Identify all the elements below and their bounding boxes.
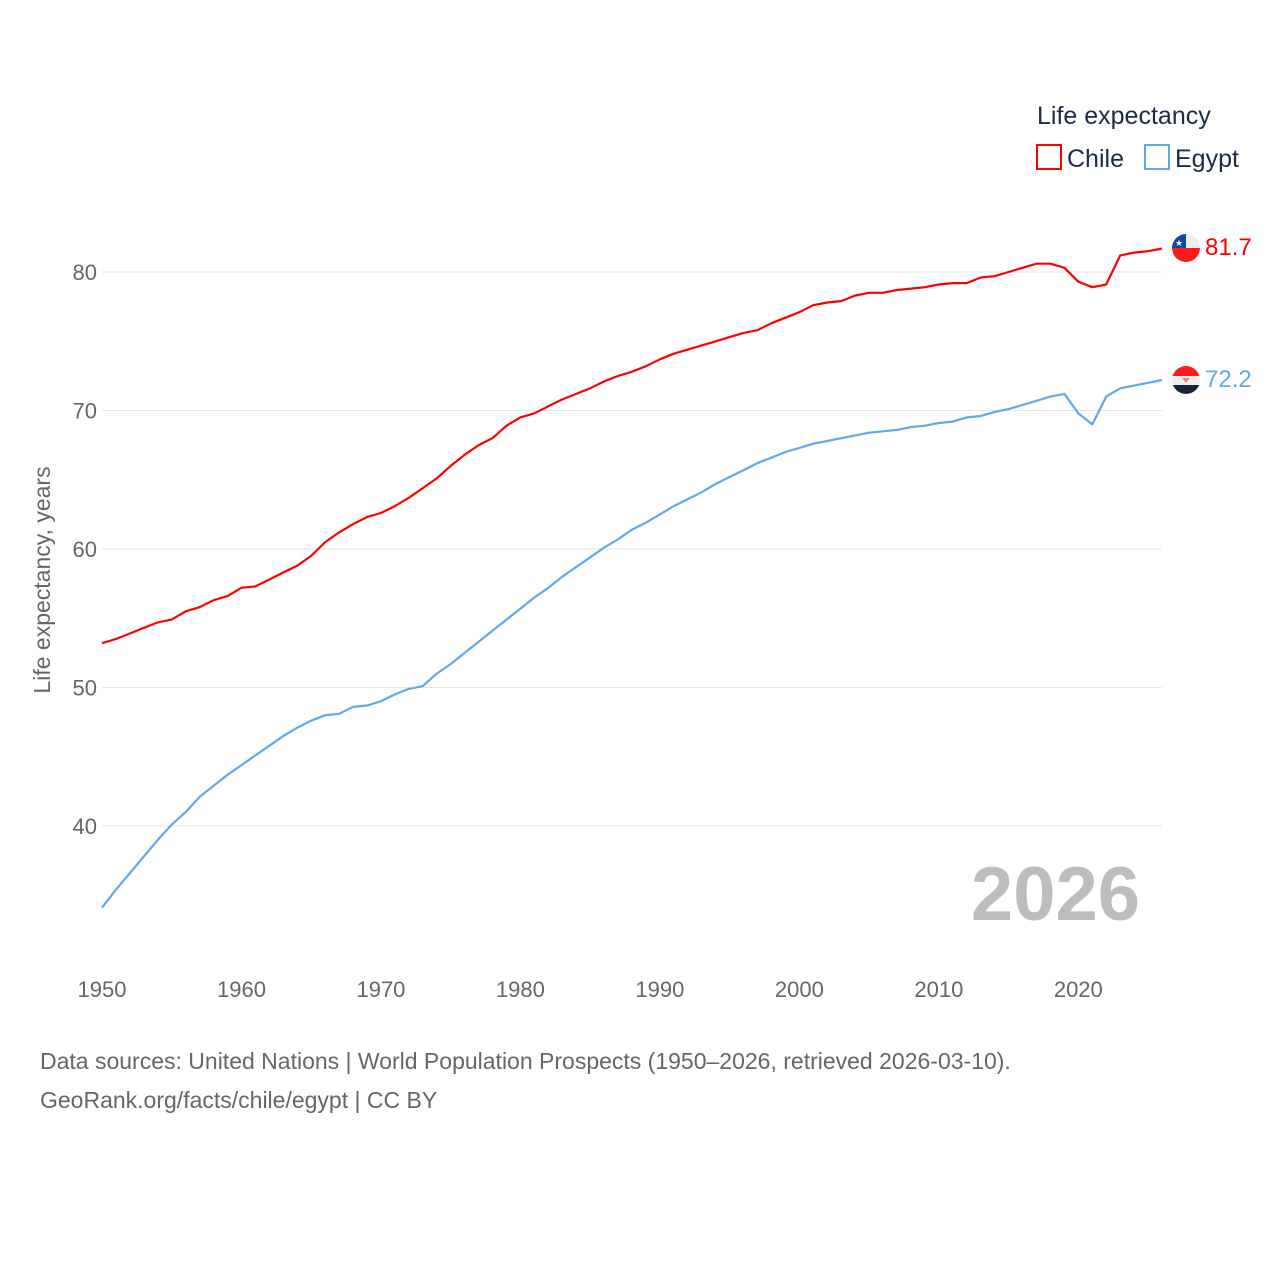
y-tick-60: 60 xyxy=(73,537,97,562)
x-tick-1970: 1970 xyxy=(356,977,405,1002)
y-axis-ticks: 40 50 60 70 80 xyxy=(73,260,97,839)
x-tick-1980: 1980 xyxy=(496,977,545,1002)
chile-flag-icon: ★ xyxy=(1172,234,1200,262)
x-tick-2000: 2000 xyxy=(775,977,824,1002)
y-tick-50: 50 xyxy=(73,676,97,701)
legend-item-chile[interactable]: Chile xyxy=(1036,144,1124,173)
egypt-flag-icon xyxy=(1172,366,1200,394)
legend-item-egypt[interactable]: Egypt xyxy=(1144,144,1239,173)
x-tick-1990: 1990 xyxy=(635,977,684,1002)
y-tick-80: 80 xyxy=(73,260,97,285)
y-tick-40: 40 xyxy=(73,814,97,839)
x-tick-2010: 2010 xyxy=(914,977,963,1002)
gridlines xyxy=(102,271,1162,827)
year-watermark: 2026 xyxy=(971,852,1140,937)
legend-swatch-egypt xyxy=(1144,144,1170,170)
legend-swatch-chile xyxy=(1036,144,1062,170)
series-lines xyxy=(101,247,1163,909)
legend-title: Life expectancy xyxy=(1037,102,1211,130)
footer-attribution[interactable]: GeoRank.org/facts/chile/egypt | CC BY xyxy=(40,1087,437,1113)
x-tick-1960: 1960 xyxy=(217,977,266,1002)
x-tick-2020: 2020 xyxy=(1054,977,1103,1002)
svg-text:★: ★ xyxy=(1175,238,1183,248)
y-axis-label: Life expectancy, years xyxy=(29,466,55,693)
egypt-end-label: 72.2 xyxy=(1205,366,1252,393)
footer-source: Data sources: United Nations | World Pop… xyxy=(40,1048,1011,1074)
y-tick-70: 70 xyxy=(73,399,97,424)
legend-label-chile: Chile xyxy=(1067,145,1124,173)
legend: Life expectancy Chile Egypt xyxy=(1036,102,1239,173)
legend-label-egypt: Egypt xyxy=(1175,145,1239,173)
series-line-egypt xyxy=(101,378,1163,909)
chile-end-label: 81.7 xyxy=(1205,234,1252,261)
x-axis-ticks: 1950 1960 1970 1980 1990 2000 2010 2020 xyxy=(78,977,1103,1002)
x-tick-1950: 1950 xyxy=(78,977,127,1002)
series-line-chile xyxy=(101,247,1163,645)
